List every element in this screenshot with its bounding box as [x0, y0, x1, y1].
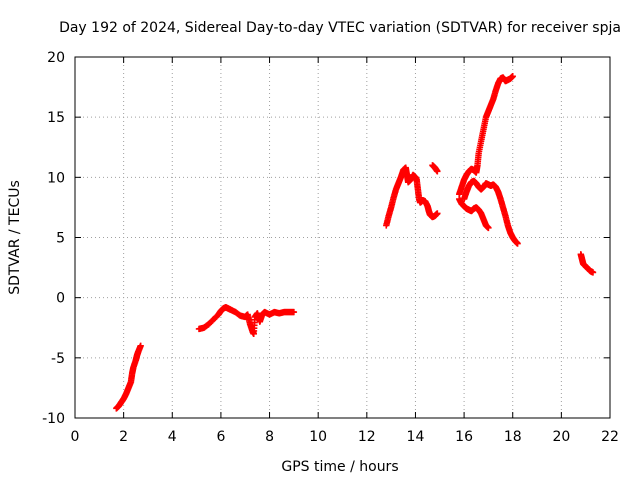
x-tick-label: 14 [407, 429, 425, 445]
data-point-marker [290, 308, 298, 316]
y-tick-label: -5 [51, 351, 65, 367]
data-point-marker [485, 224, 492, 232]
chart-title: Day 192 of 2024, Sidereal Day-to-day VTE… [59, 20, 621, 36]
y-tick-label: 10 [47, 170, 65, 186]
x-axis-label: GPS time / hours [281, 459, 398, 475]
data-point-marker [509, 73, 516, 80]
y-tick-label: 0 [56, 291, 65, 307]
plot-frame [74, 56, 611, 419]
x-tick-label: 10 [309, 429, 327, 445]
grid-lines [75, 57, 610, 418]
axis-ticks: 0 2 4 6 8 10 12 14 16 18 20 22 -10 -5 0 5 10 15 20 [42, 50, 619, 445]
x-tick-label: 12 [358, 429, 376, 445]
x-tick-label: 22 [601, 429, 619, 445]
y-tick-label: 5 [56, 231, 65, 247]
x-tick-label: 6 [216, 429, 225, 445]
x-tick-label: 20 [552, 429, 570, 445]
x-tick-label: 16 [455, 429, 473, 445]
x-tick-label: 0 [71, 429, 80, 445]
y-tick-label: 15 [47, 110, 65, 126]
x-tick-label: 18 [504, 429, 522, 445]
data-points [113, 73, 597, 412]
data-point-marker [434, 168, 441, 175]
y-tick-label: 20 [47, 50, 65, 66]
x-tick-label: 8 [265, 429, 274, 445]
data-point-marker [514, 240, 521, 247]
y-tick-label: -10 [42, 411, 65, 427]
y-axis-label: SDTVAR / TECUs [7, 180, 23, 295]
data-point-marker [589, 269, 597, 276]
x-tick-label: 2 [119, 429, 128, 445]
x-tick-label: 4 [168, 429, 177, 445]
data-point-marker [137, 342, 144, 349]
data-point-marker [434, 210, 441, 217]
